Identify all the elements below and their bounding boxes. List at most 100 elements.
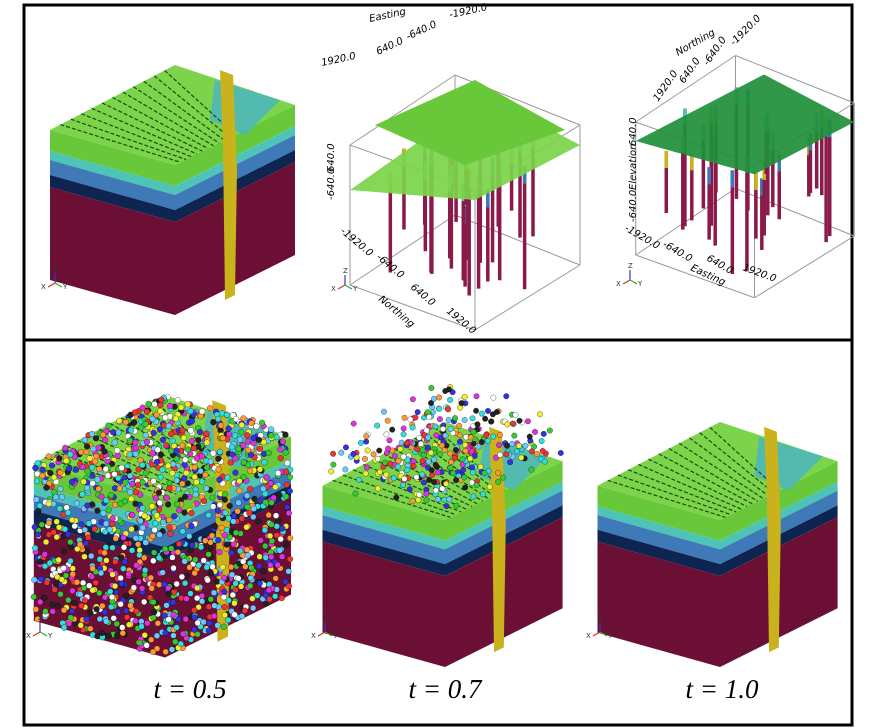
particle bbox=[42, 608, 49, 615]
particle bbox=[150, 429, 157, 436]
particle bbox=[279, 438, 286, 445]
particle bbox=[96, 615, 103, 623]
particle bbox=[277, 455, 284, 462]
particle bbox=[228, 550, 235, 557]
particle bbox=[364, 447, 371, 454]
particle bbox=[30, 593, 37, 600]
particle bbox=[108, 594, 116, 601]
triad-label: Z bbox=[323, 614, 328, 622]
particle bbox=[431, 479, 437, 485]
particle bbox=[179, 427, 186, 434]
particle bbox=[108, 603, 115, 610]
particle bbox=[219, 434, 226, 442]
particle bbox=[69, 571, 76, 578]
particle bbox=[157, 451, 164, 458]
particle bbox=[65, 509, 72, 516]
particle bbox=[426, 477, 433, 483]
contour bbox=[122, 91, 214, 147]
fault bbox=[489, 426, 506, 653]
particle bbox=[496, 442, 502, 448]
particle bbox=[144, 620, 151, 627]
particle bbox=[189, 542, 196, 549]
particle bbox=[210, 419, 217, 426]
axis bbox=[344, 284, 353, 290]
particle bbox=[153, 411, 160, 418]
particle bbox=[268, 432, 275, 439]
particle bbox=[92, 435, 100, 442]
particle bbox=[432, 423, 439, 430]
particle bbox=[118, 464, 125, 472]
particle bbox=[261, 459, 268, 466]
contour bbox=[60, 124, 181, 163]
particle bbox=[86, 455, 93, 462]
particle bbox=[60, 565, 67, 572]
particle bbox=[170, 599, 177, 606]
particle bbox=[267, 480, 274, 487]
particle bbox=[69, 565, 76, 572]
particle bbox=[458, 400, 465, 407]
particle bbox=[191, 473, 198, 481]
particle bbox=[249, 595, 256, 602]
particle bbox=[276, 492, 283, 499]
contour bbox=[352, 469, 462, 513]
particle bbox=[516, 442, 522, 449]
particle bbox=[461, 474, 468, 481]
tick-label: 640.0 bbox=[326, 143, 337, 172]
particle bbox=[43, 484, 50, 491]
particle bbox=[119, 630, 126, 637]
particle bbox=[156, 531, 163, 538]
particle bbox=[538, 438, 545, 444]
particle bbox=[181, 580, 189, 587]
block-model bbox=[322, 384, 564, 667]
particle bbox=[67, 614, 74, 621]
particle bbox=[415, 497, 422, 503]
particle bbox=[81, 553, 88, 560]
particle bbox=[42, 538, 50, 546]
particle bbox=[151, 401, 158, 408]
particle bbox=[188, 438, 196, 445]
particle bbox=[452, 415, 458, 422]
particle bbox=[409, 396, 416, 403]
particle bbox=[459, 456, 466, 463]
particle bbox=[183, 595, 190, 602]
triad-label: Z bbox=[598, 614, 603, 622]
particle bbox=[128, 495, 135, 502]
particle bbox=[197, 468, 204, 475]
particle bbox=[88, 573, 95, 580]
particle bbox=[375, 456, 381, 462]
frame bbox=[474, 264, 581, 331]
particle bbox=[232, 580, 239, 587]
particle bbox=[64, 531, 72, 538]
contour bbox=[607, 479, 726, 518]
particle bbox=[163, 602, 170, 609]
caption: t = 0.7 bbox=[409, 674, 483, 704]
particle bbox=[260, 485, 267, 492]
particle bbox=[228, 443, 236, 451]
particle bbox=[284, 459, 291, 467]
particle bbox=[210, 450, 217, 457]
contour bbox=[617, 474, 731, 516]
particle bbox=[168, 646, 176, 653]
particle bbox=[188, 417, 195, 424]
tick-label: -640.0 bbox=[405, 19, 439, 43]
axis bbox=[629, 279, 638, 285]
particle bbox=[243, 524, 250, 531]
particle bbox=[503, 451, 510, 458]
contour bbox=[332, 479, 451, 518]
particle bbox=[34, 616, 41, 623]
particle bbox=[383, 471, 390, 478]
particle bbox=[265, 512, 272, 519]
particle bbox=[223, 541, 231, 548]
axis bbox=[54, 282, 63, 288]
particle bbox=[194, 619, 201, 626]
particle bbox=[285, 510, 292, 517]
particle bbox=[65, 465, 73, 472]
axis bbox=[317, 631, 326, 637]
particle bbox=[211, 612, 218, 620]
particle bbox=[435, 496, 441, 503]
particle bbox=[277, 536, 284, 543]
particle bbox=[89, 464, 96, 471]
particle bbox=[45, 519, 53, 526]
frame bbox=[735, 188, 855, 237]
particle bbox=[157, 402, 164, 409]
